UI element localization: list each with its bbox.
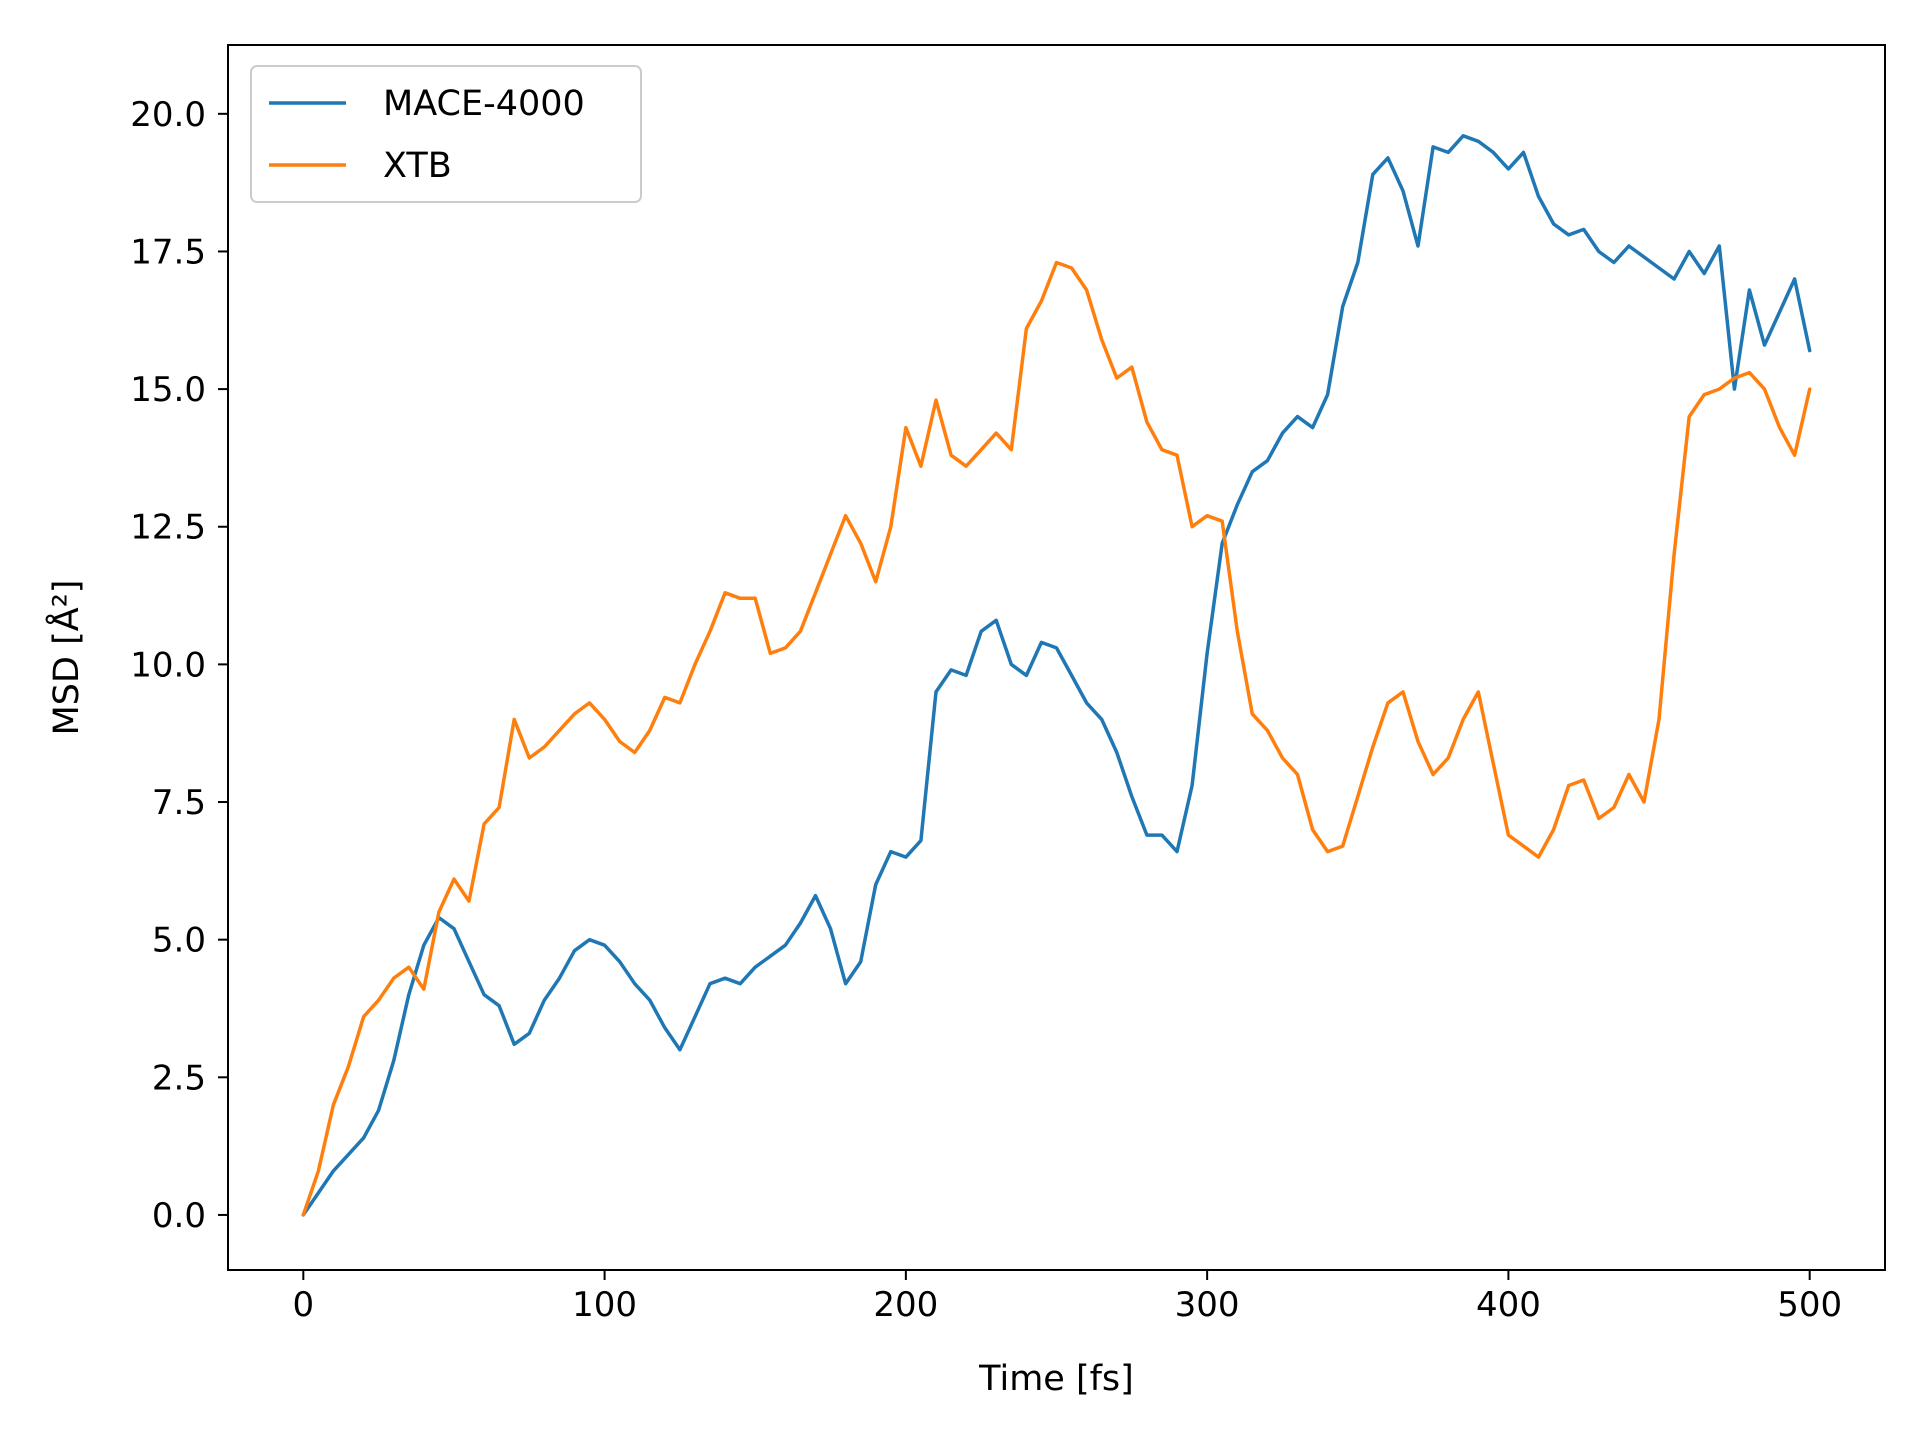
series-line-xtb [301, 260, 1812, 1217]
x-axis-ticks: 0 100 200 300 400 500 [292, 1270, 1842, 1325]
x-tick-label: 200 [873, 1285, 938, 1325]
x-tick-label: 100 [572, 1285, 637, 1325]
y-axis-label: MSD [Å²] [44, 580, 87, 736]
y-tick-label: 5.0 [152, 921, 206, 961]
x-axis-label: Time [fs] [978, 1359, 1134, 1399]
y-tick-label: 12.5 [130, 508, 206, 548]
y-tick-label: 10.0 [130, 645, 206, 685]
legend: MACE-4000 XTB [250, 65, 642, 203]
series-line-mace-4000 [301, 134, 1812, 1217]
legend-label-mace-4000: MACE-4000 [383, 84, 585, 124]
y-axis-ticks: 0.0 2.5 5.0 7.5 10.0 12.5 15.0 17.5 20.0 [130, 95, 228, 1236]
y-tick-label: 7.5 [152, 783, 206, 823]
y-tick-label: 15.0 [130, 370, 206, 410]
y-tick-label: 2.5 [152, 1058, 206, 1098]
x-tick-label: 300 [1175, 1285, 1240, 1325]
x-tick-label: 500 [1777, 1285, 1842, 1325]
y-tick-label: 20.0 [130, 95, 206, 135]
x-tick-label: 400 [1476, 1285, 1541, 1325]
plot-frame [227, 44, 1886, 1271]
x-tick-label: 0 [292, 1285, 314, 1325]
plot-lines [301, 134, 1812, 1217]
y-tick-label: 17.5 [130, 232, 206, 272]
legend-label-xtb: XTB [383, 146, 452, 186]
y-tick-label: 0.0 [152, 1196, 206, 1236]
legend-box [250, 65, 642, 203]
